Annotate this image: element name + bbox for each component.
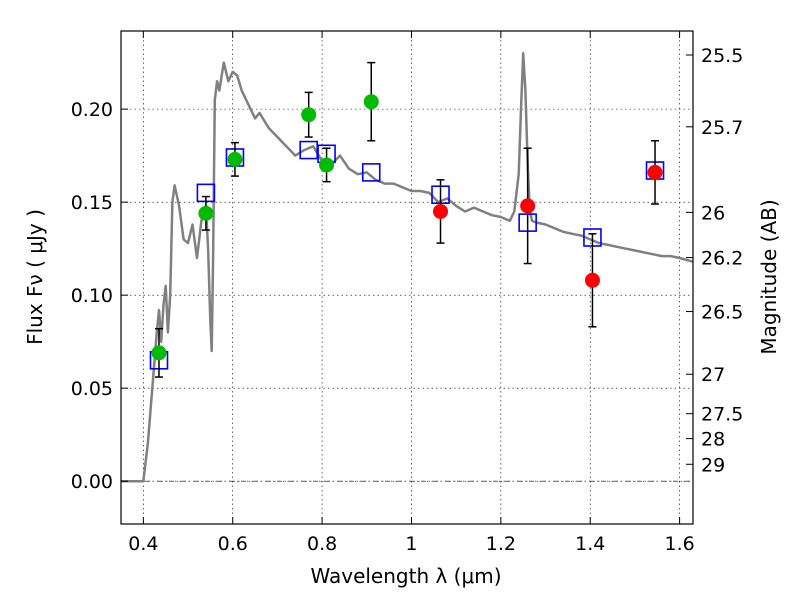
x-tick-label: 0.4 bbox=[128, 533, 158, 555]
y-axis-label: Flux Fν ( μJy ) bbox=[23, 209, 47, 345]
sed-model-line bbox=[121, 52, 694, 483]
green-data-point bbox=[301, 107, 317, 123]
red-data-point bbox=[520, 198, 536, 214]
y-tick-label: 0.20 bbox=[71, 99, 113, 121]
green-data-point bbox=[151, 345, 167, 361]
green-data-point bbox=[319, 157, 335, 173]
axis-ticks: 0.4 0.6 0.8 1 1.2 1.4 1.6 0.00 0.05 0.10 0.15 0.20 2… bbox=[71, 31, 743, 555]
mag-tick-label: 26 bbox=[701, 202, 725, 224]
mag-tick-label: 27.5 bbox=[701, 404, 743, 426]
x-tick-label: 0.8 bbox=[307, 533, 337, 555]
mag-tick-label: 28 bbox=[701, 429, 725, 451]
plot-frame bbox=[120, 30, 694, 525]
y-tick-label: 0.10 bbox=[71, 285, 113, 307]
x-tick-label: 1 bbox=[405, 533, 417, 555]
green-data-point bbox=[198, 205, 214, 221]
y2-axis-label: Magnitude (AB) bbox=[757, 199, 781, 354]
model-photometry-square bbox=[299, 140, 318, 160]
x-tick-label: 1.4 bbox=[575, 533, 605, 555]
model-photometry-square bbox=[361, 163, 381, 182]
green-data-point bbox=[363, 94, 379, 110]
red-data-point bbox=[647, 164, 663, 180]
x-tick-label: 1.6 bbox=[664, 533, 694, 555]
mag-tick-label: 27 bbox=[701, 364, 725, 386]
y-tick-label: 0.05 bbox=[71, 378, 113, 400]
mag-tick-label: 26.2 bbox=[701, 248, 743, 270]
y-tick-label: 0.15 bbox=[71, 192, 113, 214]
mag-tick-label: 25.5 bbox=[701, 45, 743, 67]
x-tick-label: 0.6 bbox=[218, 533, 248, 555]
mag-tick-label: 26.5 bbox=[701, 302, 743, 324]
grid bbox=[121, 31, 693, 524]
x-tick-label: 1.2 bbox=[486, 533, 516, 555]
red-data-point bbox=[584, 272, 600, 288]
mag-tick-label: 29 bbox=[701, 454, 725, 476]
green-data-point bbox=[227, 151, 243, 167]
plot-area bbox=[121, 52, 694, 483]
y-tick-label: 0.00 bbox=[71, 471, 113, 493]
mag-tick-label: 25.7 bbox=[701, 117, 743, 139]
x-axis-label: Wavelength λ (μm) bbox=[310, 564, 501, 588]
red-data-point bbox=[433, 203, 449, 219]
